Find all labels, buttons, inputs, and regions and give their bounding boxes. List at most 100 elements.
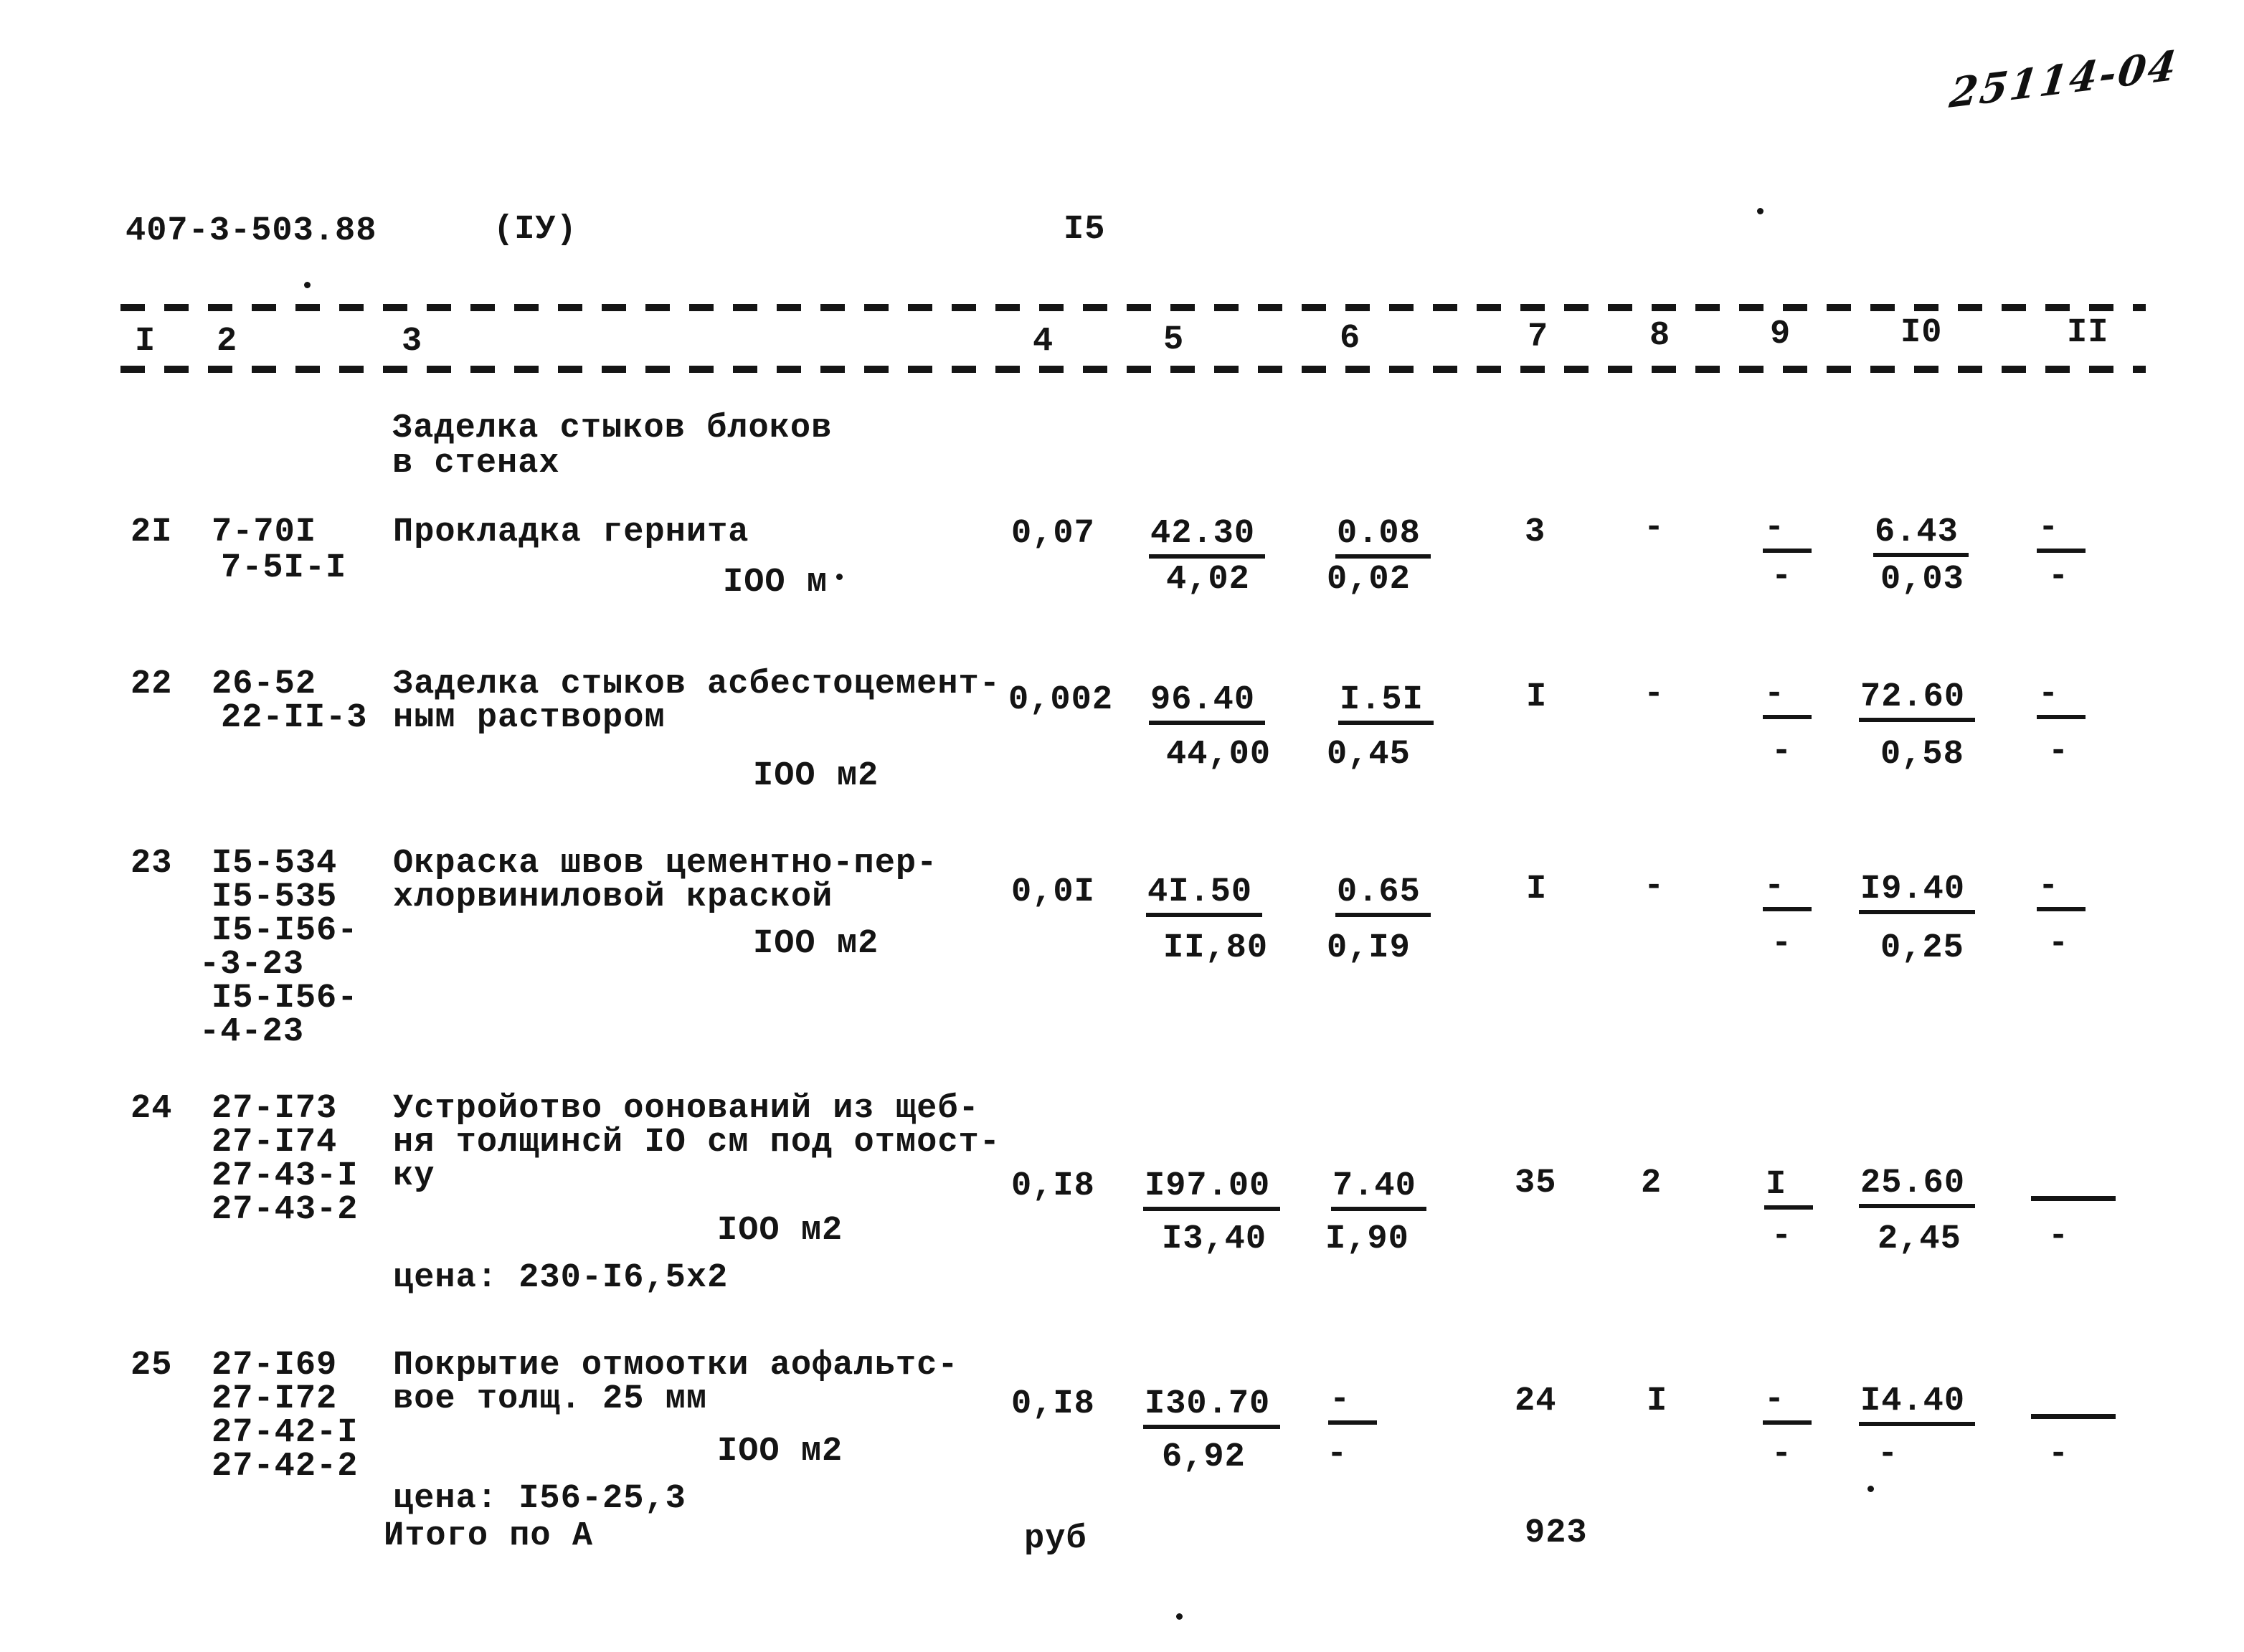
row-description: хлорвиниловой краской — [393, 878, 833, 916]
section-heading-line1: Заделка стыков блоков — [392, 409, 833, 447]
dash-value: - — [2048, 1435, 2070, 1473]
row-code: 27-43-I — [212, 1157, 359, 1195]
qty-value: 0,002 — [1008, 681, 1114, 719]
cell-value: 4,02 — [1166, 561, 1250, 599]
row-code: -3-23 — [199, 946, 305, 984]
col-header-10: I0 — [1900, 314, 1943, 352]
qty-value: 0,0I — [1011, 873, 1095, 911]
row-code: 7-5I-I — [221, 549, 347, 587]
dash-value: - — [1878, 1435, 1899, 1473]
cell-value: I,90 — [1325, 1220, 1409, 1258]
row-code: 27-I69 — [212, 1347, 338, 1385]
row-code: 27-42-2 — [212, 1448, 359, 1486]
cell-value: 0,25 — [1880, 929, 1964, 967]
dash-value: - — [1763, 869, 1812, 912]
dash-value: - — [1771, 558, 1793, 596]
cell-value: 7.40 — [1331, 1169, 1426, 1212]
row-code: I5-535 — [212, 878, 338, 916]
dash-value: - — [1644, 675, 1665, 713]
row-code: I5-I56- — [212, 979, 359, 1017]
table-border-top — [120, 304, 2146, 311]
col-header-3: 3 — [402, 323, 423, 361]
row-description: ным раствором — [393, 699, 666, 737]
row-description: Заделка стыков асбестоцемент- — [393, 665, 1000, 703]
cell-value: I — [1526, 678, 1548, 716]
qty-value: 0,07 — [1011, 515, 1095, 553]
cell-value: 96.40 — [1149, 683, 1266, 726]
unit-of-measure: IOO м2 — [753, 757, 879, 795]
scan-noise-dot — [1867, 1486, 1874, 1492]
totals-value: 923 — [1525, 1514, 1588, 1552]
cell-value: 25.60 — [1859, 1166, 1976, 1209]
row-code: I5-534 — [212, 845, 338, 883]
page-number: I5 — [1064, 211, 1106, 249]
dash-value: - — [1771, 1435, 1793, 1473]
dash-value: - — [2048, 925, 2070, 963]
dash-value: - — [2037, 677, 2086, 720]
price-note: цена: I56-25,3 — [393, 1480, 686, 1518]
cell-value: 0,03 — [1880, 561, 1964, 599]
cell-value: II,80 — [1163, 929, 1269, 967]
unit-of-measure: IOO м — [723, 564, 828, 602]
cell-value: 0,45 — [1327, 736, 1411, 774]
col-header-1: I — [135, 323, 156, 361]
dash-value: - — [2037, 511, 2086, 554]
row-description: ку — [393, 1157, 435, 1195]
scan-noise-dot — [1176, 1613, 1183, 1620]
col-header-4: 4 — [1033, 323, 1054, 361]
row-description: Покрытие отмоотки аофальтс- — [393, 1347, 959, 1385]
scan-noise-dot — [304, 282, 311, 288]
row-code: -4-23 — [199, 1013, 305, 1051]
row-number: 25 — [131, 1347, 173, 1385]
dash-value: - — [1644, 868, 1665, 906]
row-number: 24 — [131, 1090, 173, 1128]
row-code: 27-43-2 — [212, 1191, 359, 1229]
col-header-8: 8 — [1649, 317, 1671, 355]
cell-value: I — [1647, 1382, 1668, 1420]
cell-value: 44,00 — [1166, 736, 1272, 774]
cell-value: I30.70 — [1143, 1387, 1281, 1430]
dash-value: - — [1328, 1382, 1377, 1425]
col-header-2: 2 — [217, 323, 238, 361]
dash-value: - — [2048, 558, 2070, 596]
cell-value: I.5I — [1338, 683, 1434, 726]
scan-noise-dot — [836, 574, 843, 580]
row-code: 26-52 — [212, 665, 317, 703]
col-header-7: 7 — [1528, 318, 1549, 356]
row-number: 22 — [131, 665, 173, 703]
row-code: 7-70I — [212, 513, 317, 551]
row-description: Окраска швов цементно-пер- — [393, 845, 938, 883]
unit-of-measure: IOO м2 — [717, 1433, 843, 1471]
table-border-mid — [120, 366, 2146, 373]
cell-value: 0,58 — [1880, 736, 1964, 774]
col-header-11: II — [2067, 314, 2109, 352]
dash-value: - — [1644, 509, 1665, 547]
dash-value: - — [1763, 677, 1812, 720]
handwritten-mark: 25114-04 — [1947, 41, 2181, 118]
col-header-5: 5 — [1163, 321, 1185, 359]
cell-value: I9.40 — [1859, 872, 1976, 915]
cell-value: 0.65 — [1335, 875, 1431, 918]
cell-value: 42.30 — [1149, 516, 1266, 559]
row-code: 22-II-3 — [221, 699, 368, 737]
cell-value: 3 — [1525, 513, 1546, 551]
qty-value: 0,I8 — [1011, 1385, 1095, 1423]
empty-underline — [2031, 1173, 2116, 1201]
cell-value: 0.08 — [1335, 516, 1431, 559]
dash-value: - — [1771, 925, 1793, 963]
price-note: цена: 230-I6,5х2 — [393, 1259, 729, 1297]
dash-value: - — [1771, 1217, 1793, 1255]
cell-value: 6.43 — [1873, 515, 1969, 558]
cell-value: 0,02 — [1327, 561, 1411, 599]
row-number: 2I — [131, 513, 173, 551]
cell-value: I — [1764, 1167, 1813, 1210]
dash-value: - — [2037, 869, 2086, 912]
row-number: 23 — [131, 845, 173, 883]
cell-value: 0,I9 — [1327, 929, 1411, 967]
row-description: Прокладка гернита — [393, 513, 749, 551]
dash-value: - — [1763, 1382, 1812, 1425]
row-code: 27-I74 — [212, 1124, 338, 1162]
unit-of-measure: IOO м2 — [753, 925, 879, 963]
cell-value: 4I.50 — [1146, 875, 1263, 918]
row-description: вое толщ. 25 мм — [393, 1380, 708, 1418]
